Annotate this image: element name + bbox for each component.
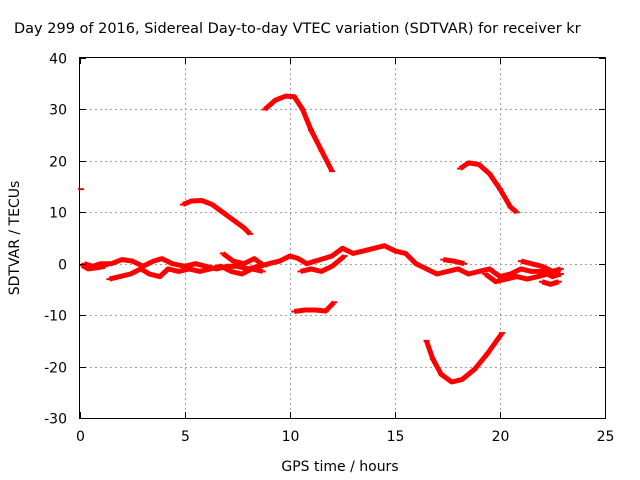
- series-line: [108, 263, 264, 282]
- axis-ticks: 0 5 10 15 20 25 -30 -20 -10 0 10 20 30 40: [44, 52, 614, 446]
- plot-frame: [79, 57, 606, 419]
- series-line: [424, 331, 505, 385]
- series-trace-h: [106, 263, 266, 282]
- series-trace-e: [457, 160, 520, 215]
- series-trace-k: [440, 257, 468, 267]
- data-series-group: [78, 93, 564, 385]
- y-tick-label: 30: [49, 103, 67, 119]
- series-trace-b: [261, 93, 335, 173]
- series-trace-c: [291, 300, 338, 314]
- x-tick-label: 10: [282, 429, 300, 445]
- series-trace-d: [423, 331, 506, 385]
- grid-lines: [80, 58, 605, 418]
- series-line: [181, 198, 252, 236]
- series-trace-f: [81, 243, 564, 280]
- series-trace-m: [518, 258, 564, 274]
- series-trace-j: [297, 254, 348, 274]
- x-tick-label: 20: [492, 429, 510, 445]
- y-tick-label: 20: [49, 155, 67, 171]
- series-trace-a: [179, 198, 254, 236]
- y-tick-label: 10: [49, 206, 67, 222]
- series-trace-i: [219, 251, 268, 269]
- x-tick-label: 5: [181, 429, 190, 445]
- x-axis-label: GPS time / hours: [281, 459, 398, 475]
- y-tick-label: -20: [44, 361, 67, 377]
- x-tick-label: 0: [76, 429, 85, 445]
- series-trace-l: [482, 271, 552, 285]
- chart-title: Day 299 of 2016, Sidereal Day-to-day VTE…: [14, 21, 581, 37]
- series-trace-g: [79, 263, 109, 272]
- series-trace-n: [539, 279, 562, 287]
- y-tick-label: 0: [58, 258, 67, 274]
- series-line: [80, 263, 106, 272]
- y-tick-label: 40: [49, 52, 67, 68]
- y-tick-label: -10: [44, 309, 67, 325]
- series-line: [458, 160, 519, 215]
- y-axis-label: SDTVAR / TECUs: [7, 181, 23, 296]
- y-tick-label: -30: [44, 412, 67, 428]
- series-line: [263, 93, 335, 173]
- x-tick-label: 25: [597, 429, 615, 445]
- x-tick-label: 15: [387, 429, 405, 445]
